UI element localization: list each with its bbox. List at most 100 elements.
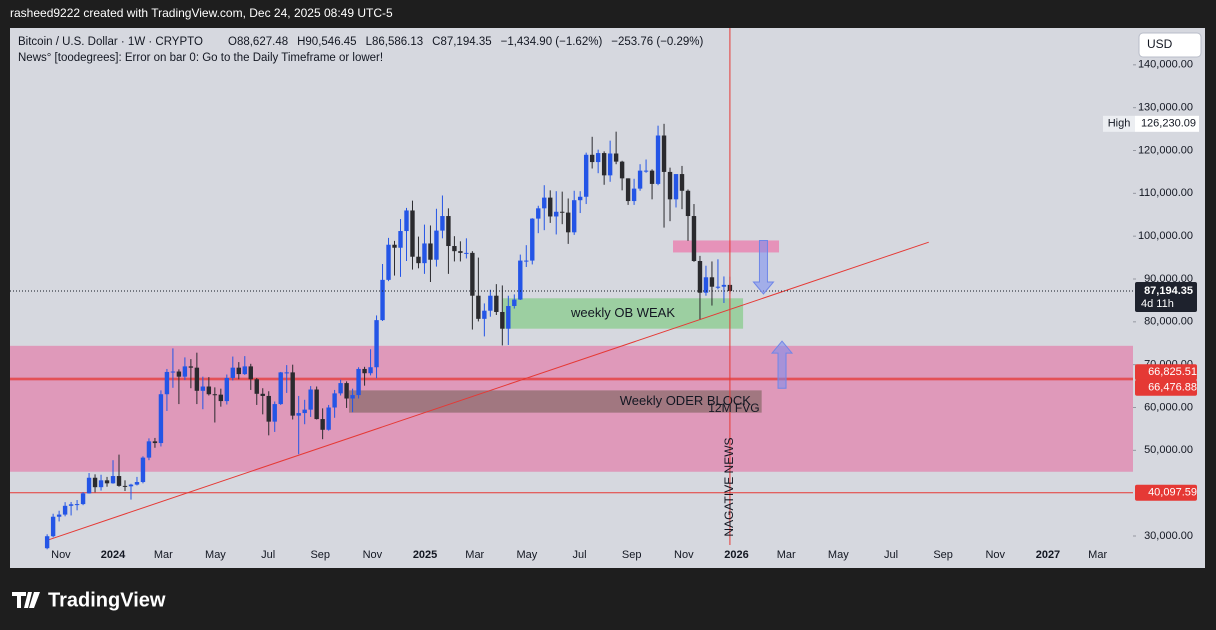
candle-body	[368, 367, 373, 374]
currency-button[interactable]	[1138, 32, 1202, 58]
candle-body	[679, 174, 685, 191]
axes: Nov 2024 Mar May Jul Sep Nov 2025 Mar May Jul Sep No…	[51, 59, 1199, 561]
currency[interactable]: USD	[1147, 37, 1173, 51]
candle-body	[721, 284, 727, 287]
candle-body	[140, 457, 146, 483]
level-badge: 40,097.59	[1148, 487, 1197, 499]
candle-body	[230, 367, 236, 378]
candle-body	[200, 386, 206, 391]
candle-body	[601, 153, 607, 176]
candle-body	[320, 419, 325, 430]
indicator-status: News° [toodegrees]: Error on bar 0: Go t…	[18, 52, 383, 64]
candle-body	[398, 231, 403, 248]
last-price: 87,194.35	[1144, 285, 1193, 297]
candle-body	[218, 394, 224, 402]
candle-body	[104, 480, 110, 484]
candle-body	[560, 211, 565, 213]
candle-body	[290, 372, 295, 416]
credit: rasheed9222 created with TradingView.com…	[10, 6, 393, 20]
candle-body	[613, 153, 619, 162]
candle-body	[44, 536, 50, 549]
candle-body	[548, 197, 553, 217]
level-badge-box	[1135, 364, 1197, 381]
high-value-box	[1135, 115, 1199, 132]
x-tick-label: Jul	[261, 549, 275, 561]
zone	[673, 240, 780, 253]
candle-body	[422, 243, 427, 264]
logo: TradingView	[12, 589, 166, 611]
candle-body	[338, 383, 343, 394]
candle-body	[434, 230, 439, 260]
candle-body	[625, 178, 631, 202]
x-tick-label: Sep	[622, 549, 642, 561]
candle-body	[80, 493, 86, 505]
candle-body	[92, 477, 98, 488]
candle-body	[134, 482, 140, 485]
candle-body	[589, 154, 595, 163]
candle-body	[506, 305, 511, 329]
candle-body	[386, 244, 391, 280]
candle-body	[452, 246, 457, 252]
candle-body	[254, 379, 259, 394]
candle-body	[98, 480, 104, 488]
candle-body	[571, 200, 577, 233]
candle-body	[248, 366, 253, 380]
zone-label: Weekly ODER BLOCK	[620, 393, 752, 408]
candle-body	[188, 366, 194, 368]
y-tick-label: 80,000.00	[1144, 316, 1193, 328]
candle-body	[260, 393, 265, 396]
candle-body	[715, 286, 721, 288]
candle-body	[50, 516, 56, 537]
x-tick-label: Mar	[154, 549, 173, 561]
ohlc-legend: O88,627.48 H90,546.45 L86,586.13 C87,194.35…	[228, 36, 704, 48]
candle-body	[110, 476, 116, 484]
candle-body	[416, 256, 421, 264]
candle-body	[146, 441, 152, 458]
candle-body	[440, 216, 445, 231]
candle-body	[673, 174, 679, 200]
candle-body	[631, 188, 637, 202]
candle-body	[518, 260, 523, 300]
candle-body	[170, 371, 176, 373]
x-tick-label: Nov	[363, 549, 383, 561]
arrow	[770, 340, 794, 389]
x-tick-label: Mar	[777, 549, 796, 561]
candle-body	[272, 404, 277, 422]
high-value: 126,230.09	[1141, 118, 1196, 130]
candle-body	[404, 210, 409, 232]
candle-body	[649, 170, 655, 184]
candle-body	[326, 407, 331, 430]
candle-body	[278, 372, 283, 405]
candle-body	[62, 505, 68, 515]
candle-body	[116, 476, 122, 486]
candle-body	[332, 393, 337, 408]
candle-body	[266, 395, 271, 422]
x-tick-label: Nov	[674, 549, 694, 561]
candle-body	[380, 279, 385, 321]
candle-body	[482, 310, 487, 319]
x-tick-label: Nov	[985, 549, 1005, 561]
now-label: NAGATIVE NEWS	[722, 437, 736, 536]
candle-body	[314, 389, 319, 420]
candle-body	[194, 367, 200, 391]
candle-body	[446, 216, 451, 247]
candle-body	[164, 371, 170, 395]
candle-body	[158, 394, 164, 444]
legend-value: −253.76 (−0.29%)	[611, 36, 703, 48]
x-tick-label: 2025	[413, 549, 437, 561]
level-badge: 66,476.88	[1148, 382, 1197, 394]
x-tick-label: May	[516, 549, 537, 561]
x-tick-label: May	[828, 549, 849, 561]
candle-body	[512, 299, 517, 306]
candle-body	[56, 514, 62, 517]
candle-body	[74, 504, 80, 506]
symbol: Bitcoin / U.S. Dollar · 1W · CRYPTO	[18, 36, 203, 48]
zone-label: weekly OB WEAK	[570, 305, 675, 320]
candle-body	[356, 368, 361, 396]
candle-body	[350, 395, 355, 399]
y-tick-label: 90,000.00	[1144, 273, 1193, 285]
candle-body	[224, 377, 230, 402]
chart-panel	[10, 28, 1205, 568]
legend-value: O88,627.48	[228, 36, 288, 48]
candle-body	[428, 243, 433, 260]
